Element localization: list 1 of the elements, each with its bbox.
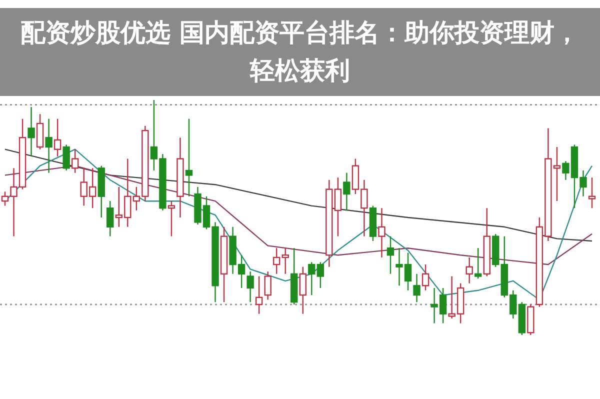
chart-title: 配资炒股优选 国内配资平台排名：助你投资理财，轻松获利: [0, 8, 600, 96]
